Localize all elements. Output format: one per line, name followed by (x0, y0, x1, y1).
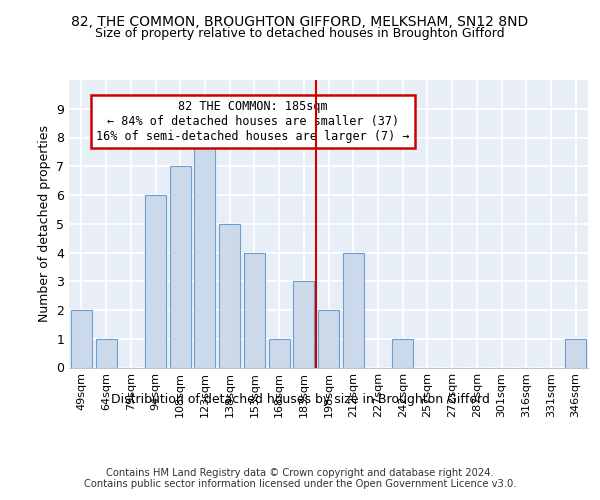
Text: Contains HM Land Registry data © Crown copyright and database right 2024.: Contains HM Land Registry data © Crown c… (106, 468, 494, 477)
Bar (269, 339, 290, 368)
Bar (170, 166, 191, 368)
Text: Distribution of detached houses by size in Broughton Gifford: Distribution of detached houses by size … (110, 392, 490, 406)
Bar (194, 138, 215, 368)
Y-axis label: Number of detached properties: Number of detached properties (38, 125, 50, 322)
Bar (219, 224, 240, 368)
Bar (392, 339, 413, 368)
Bar (293, 281, 314, 368)
Bar (565, 339, 586, 368)
Text: Size of property relative to detached houses in Broughton Gifford: Size of property relative to detached ho… (95, 28, 505, 40)
Bar (318, 310, 339, 368)
Bar (71, 310, 92, 368)
Text: Contains public sector information licensed under the Open Government Licence v3: Contains public sector information licen… (84, 479, 516, 489)
Bar (95, 339, 116, 368)
Bar (145, 195, 166, 368)
Bar (343, 252, 364, 368)
Text: 82 THE COMMON: 185sqm
← 84% of detached houses are smaller (37)
16% of semi-deta: 82 THE COMMON: 185sqm ← 84% of detached … (97, 100, 410, 143)
Text: 82, THE COMMON, BROUGHTON GIFFORD, MELKSHAM, SN12 8ND: 82, THE COMMON, BROUGHTON GIFFORD, MELKS… (71, 15, 529, 29)
Bar (244, 252, 265, 368)
